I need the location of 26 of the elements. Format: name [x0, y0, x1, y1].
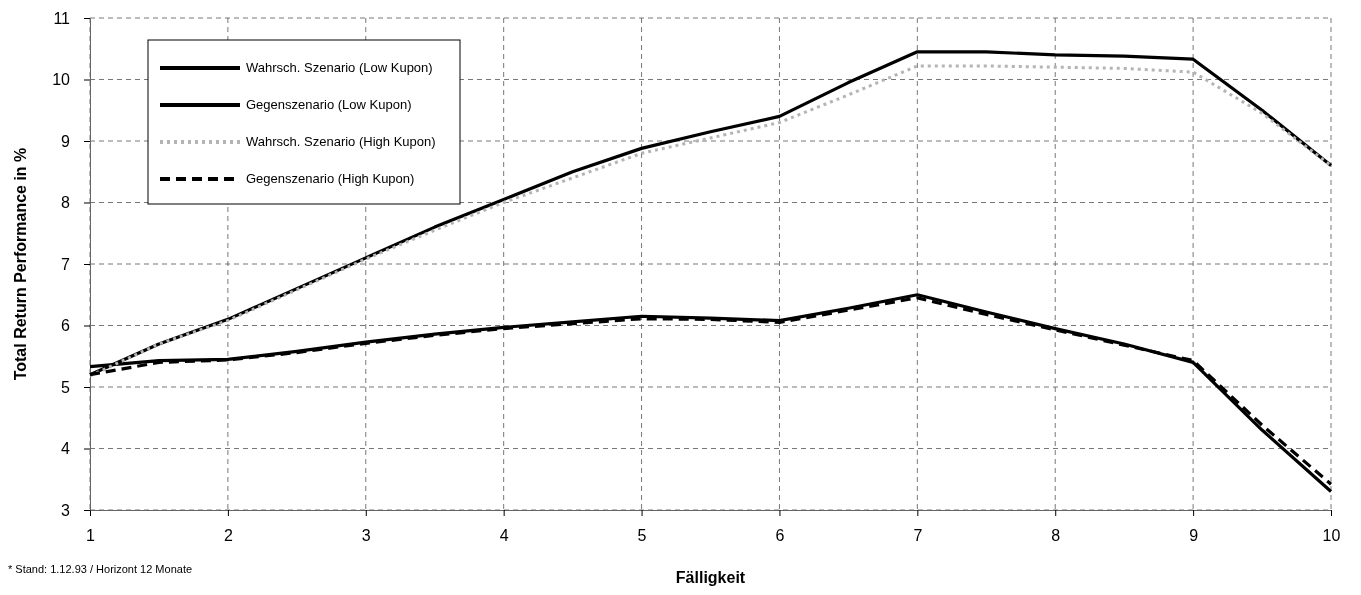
text: * Stand: 1.12.93 / Horizont 12 Monate — [8, 563, 193, 575]
x-tick-label: 9 — [1189, 527, 1199, 545]
x-axis-title: Fälligkeit — [675, 569, 746, 586]
y-tick-label: 6 — [61, 317, 71, 335]
y-tick-label: 9 — [61, 132, 71, 150]
x-tick-label: 6 — [775, 527, 785, 545]
y-tick-label: 7 — [61, 255, 71, 273]
y-tick-label: 8 — [61, 194, 71, 212]
x-tick-label: 7 — [913, 527, 923, 545]
x-tick-label: 5 — [637, 527, 647, 545]
legend-label: Wahrsch. Szenario (High Kupon) — [246, 134, 436, 149]
y-axis-title: Total Return Performance in % — [12, 147, 29, 381]
x-tick-label: 8 — [1051, 527, 1061, 545]
x-tick-label: 3 — [361, 527, 371, 545]
y-tick-label: 11 — [53, 9, 71, 27]
legend-label: Wahrsch. Szenario (Low Kupon) — [246, 60, 433, 75]
legend-label: Gegenszenario (Low Kupon) — [246, 97, 412, 112]
legend-label: Gegenszenario (High Kupon) — [246, 171, 415, 186]
x-tick-label: 2 — [223, 527, 233, 545]
x-tick-label: 4 — [499, 527, 509, 545]
y-tick-label: 5 — [61, 378, 71, 396]
y-tick-label: 3 — [61, 501, 71, 519]
y-tick-label: 10 — [52, 71, 71, 89]
x-tick-label: 10 — [1322, 527, 1341, 545]
y-tick-label: 4 — [61, 440, 71, 458]
x-tick-label: 1 — [86, 527, 96, 545]
